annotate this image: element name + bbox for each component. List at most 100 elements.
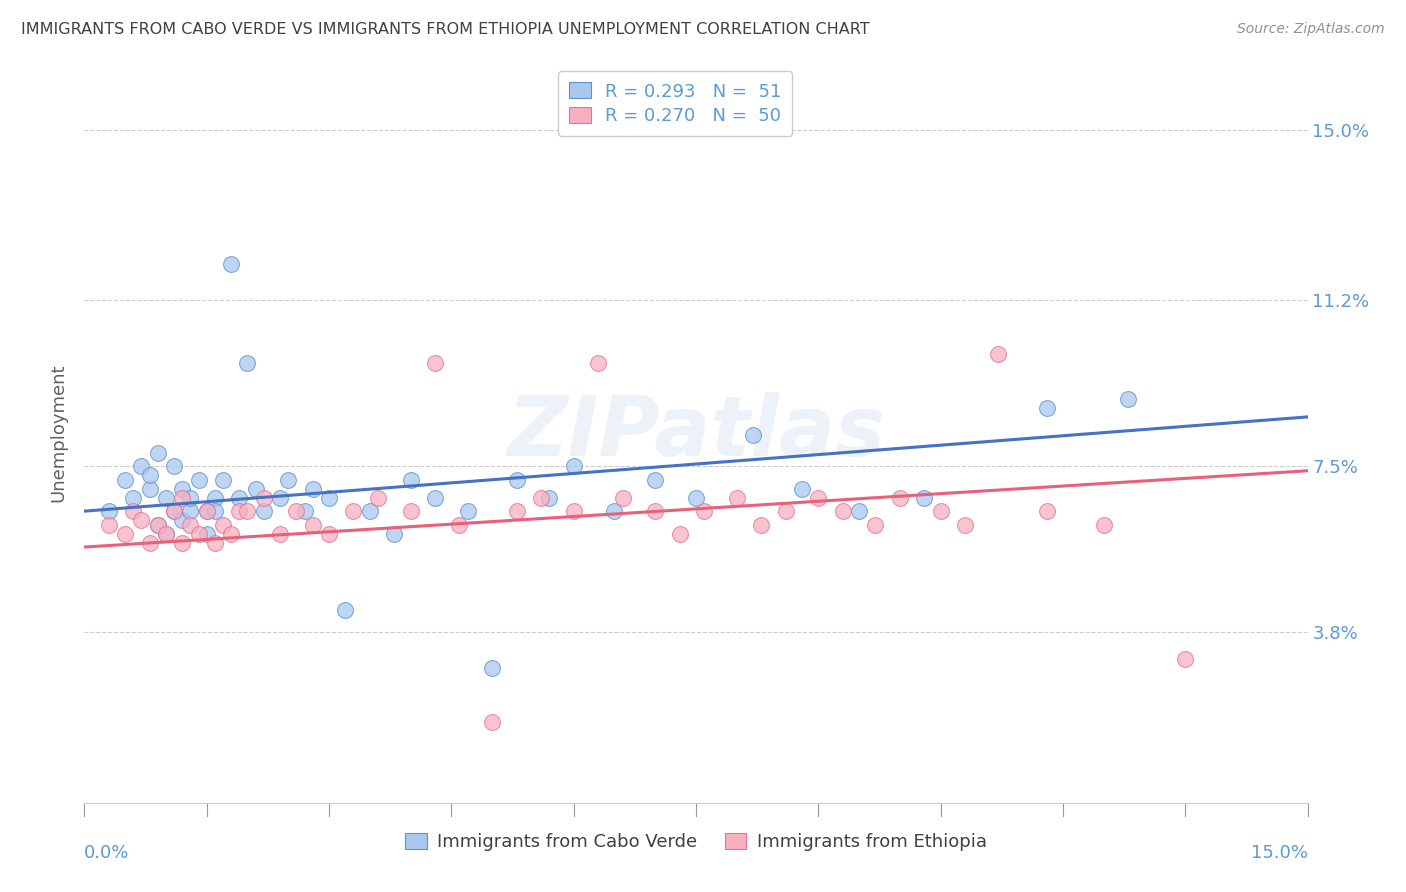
Point	[172, 535, 194, 549]
Point	[122, 491, 145, 505]
Point	[155, 526, 177, 541]
Point	[612, 491, 634, 505]
Y-axis label: Unemployment: Unemployment	[49, 363, 67, 502]
Point	[179, 491, 201, 505]
Point	[953, 517, 976, 532]
Point	[195, 504, 218, 518]
Point	[505, 504, 527, 518]
Point	[538, 491, 561, 505]
Point	[253, 491, 276, 505]
Point	[481, 714, 503, 729]
Point	[138, 535, 160, 549]
Point	[359, 504, 381, 518]
Point	[742, 428, 765, 442]
Point	[146, 517, 169, 532]
Point	[848, 504, 870, 518]
Point	[790, 482, 813, 496]
Point	[179, 517, 201, 532]
Point	[342, 504, 364, 518]
Point	[138, 482, 160, 496]
Point	[1035, 504, 1057, 518]
Point	[399, 473, 422, 487]
Point	[668, 526, 690, 541]
Point	[335, 603, 357, 617]
Point	[212, 517, 235, 532]
Point	[195, 504, 218, 518]
Point	[457, 504, 479, 518]
Point	[245, 482, 267, 496]
Point	[228, 504, 250, 518]
Point	[367, 491, 389, 505]
Text: 0.0%: 0.0%	[84, 844, 129, 862]
Point	[318, 526, 340, 541]
Point	[195, 526, 218, 541]
Point	[219, 526, 242, 541]
Point	[122, 504, 145, 518]
Point	[236, 504, 259, 518]
Point	[831, 504, 853, 518]
Point	[1116, 392, 1139, 406]
Point	[481, 661, 503, 675]
Point	[294, 504, 316, 518]
Point	[114, 526, 136, 541]
Point	[725, 491, 748, 505]
Point	[212, 473, 235, 487]
Point	[423, 491, 446, 505]
Point	[749, 517, 772, 532]
Point	[131, 513, 153, 527]
Point	[586, 356, 609, 370]
Point	[228, 491, 250, 505]
Point	[277, 473, 299, 487]
Text: Source: ZipAtlas.com: Source: ZipAtlas.com	[1237, 22, 1385, 37]
Point	[236, 356, 259, 370]
Point	[269, 491, 291, 505]
Text: IMMIGRANTS FROM CABO VERDE VS IMMIGRANTS FROM ETHIOPIA UNEMPLOYMENT CORRELATION : IMMIGRANTS FROM CABO VERDE VS IMMIGRANTS…	[21, 22, 870, 37]
Point	[929, 504, 952, 518]
Point	[155, 491, 177, 505]
Point	[987, 347, 1010, 361]
Point	[163, 504, 186, 518]
Point	[285, 504, 308, 518]
Point	[530, 491, 553, 505]
Point	[219, 257, 242, 271]
Point	[807, 491, 830, 505]
Point	[399, 504, 422, 518]
Point	[172, 491, 194, 505]
Point	[775, 504, 797, 518]
Text: ZIPatlas: ZIPatlas	[508, 392, 884, 473]
Point	[146, 517, 169, 532]
Point	[301, 517, 323, 532]
Point	[187, 473, 209, 487]
Point	[685, 491, 707, 505]
Legend: Immigrants from Cabo Verde, Immigrants from Ethiopia: Immigrants from Cabo Verde, Immigrants f…	[396, 824, 995, 861]
Point	[301, 482, 323, 496]
Point	[204, 535, 226, 549]
Point	[644, 473, 666, 487]
Point	[603, 504, 626, 518]
Point	[269, 526, 291, 541]
Point	[204, 504, 226, 518]
Point	[146, 446, 169, 460]
Point	[187, 526, 209, 541]
Point	[97, 504, 120, 518]
Text: 15.0%: 15.0%	[1250, 844, 1308, 862]
Point	[912, 491, 935, 505]
Point	[114, 473, 136, 487]
Point	[172, 482, 194, 496]
Point	[449, 517, 471, 532]
Point	[889, 491, 911, 505]
Point	[562, 459, 585, 474]
Point	[644, 504, 666, 518]
Point	[253, 504, 276, 518]
Point	[163, 504, 186, 518]
Point	[423, 356, 446, 370]
Point	[693, 504, 716, 518]
Point	[97, 517, 120, 532]
Point	[172, 513, 194, 527]
Point	[155, 526, 177, 541]
Point	[138, 468, 160, 483]
Point	[562, 504, 585, 518]
Point	[163, 459, 186, 474]
Point	[131, 459, 153, 474]
Point	[318, 491, 340, 505]
